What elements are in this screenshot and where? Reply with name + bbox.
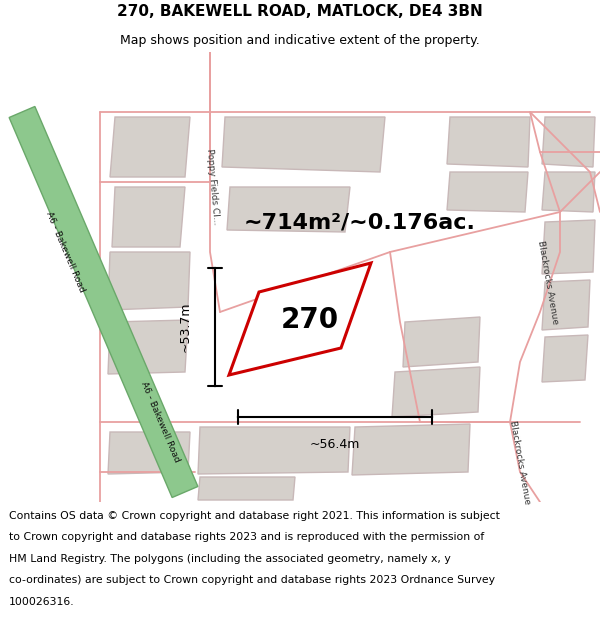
Polygon shape: [222, 117, 385, 172]
Polygon shape: [198, 427, 350, 474]
Polygon shape: [542, 335, 588, 382]
Polygon shape: [392, 367, 480, 417]
Text: Contains OS data © Crown copyright and database right 2021. This information is : Contains OS data © Crown copyright and d…: [9, 511, 500, 521]
Text: A6 - Bakewell Road: A6 - Bakewell Road: [44, 211, 86, 294]
Polygon shape: [110, 117, 190, 177]
Polygon shape: [542, 280, 590, 330]
Polygon shape: [229, 263, 371, 375]
Polygon shape: [542, 117, 595, 167]
Polygon shape: [108, 320, 188, 374]
Text: ~53.7m: ~53.7m: [179, 302, 191, 352]
Text: ~714m²/~0.176ac.: ~714m²/~0.176ac.: [244, 212, 476, 232]
Text: HM Land Registry. The polygons (including the associated geometry, namely x, y: HM Land Registry. The polygons (includin…: [9, 554, 451, 564]
Text: 270, BAKEWELL ROAD, MATLOCK, DE4 3BN: 270, BAKEWELL ROAD, MATLOCK, DE4 3BN: [117, 4, 483, 19]
Polygon shape: [403, 317, 480, 367]
Text: Blackrocks Avenue: Blackrocks Avenue: [536, 239, 560, 324]
Polygon shape: [542, 172, 595, 212]
Text: 270: 270: [281, 306, 339, 334]
Text: Blackrocks Avenue: Blackrocks Avenue: [508, 419, 532, 504]
Polygon shape: [447, 172, 528, 212]
Text: to Crown copyright and database rights 2023 and is reproduced with the permissio: to Crown copyright and database rights 2…: [9, 532, 484, 542]
Text: A6 - Bakewell Road: A6 - Bakewell Road: [139, 381, 181, 464]
Text: 100026316.: 100026316.: [9, 597, 74, 607]
Polygon shape: [198, 477, 295, 500]
Text: ~56.4m: ~56.4m: [310, 439, 360, 451]
Text: Poppy Fields Cl...: Poppy Fields Cl...: [205, 149, 221, 226]
Polygon shape: [9, 106, 198, 498]
Polygon shape: [352, 424, 470, 475]
Polygon shape: [447, 117, 530, 167]
Polygon shape: [542, 220, 595, 274]
Polygon shape: [108, 432, 190, 474]
Polygon shape: [108, 252, 190, 310]
Polygon shape: [227, 187, 350, 232]
Text: co-ordinates) are subject to Crown copyright and database rights 2023 Ordnance S: co-ordinates) are subject to Crown copyr…: [9, 575, 495, 585]
Polygon shape: [112, 187, 185, 247]
Text: Map shows position and indicative extent of the property.: Map shows position and indicative extent…: [120, 34, 480, 47]
